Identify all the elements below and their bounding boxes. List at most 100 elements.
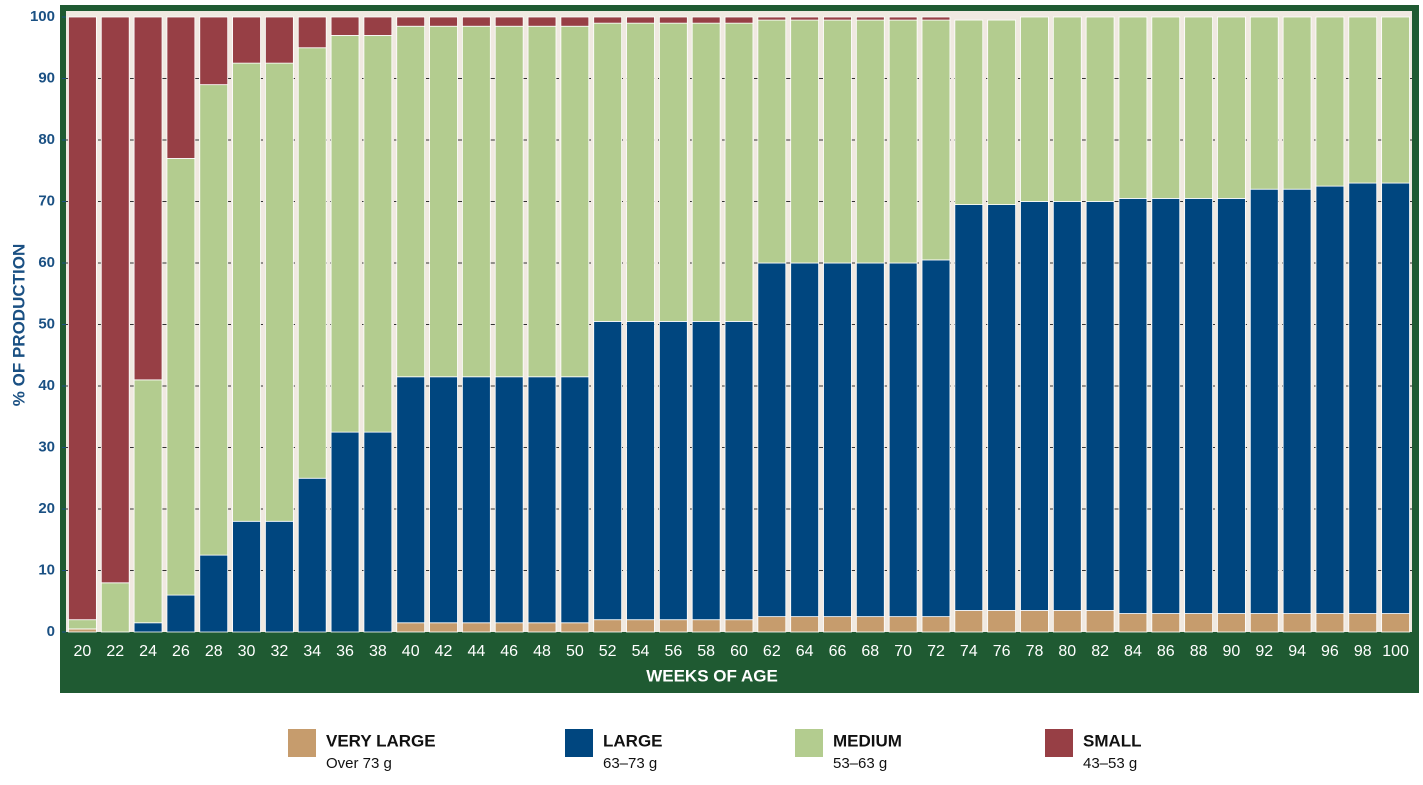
bar-segment	[888, 616, 918, 633]
bar-segment	[1085, 201, 1115, 611]
bar-segment	[1085, 610, 1115, 633]
bar-segment	[954, 610, 984, 633]
bar-segment	[462, 25, 491, 378]
bar-segment	[1151, 16, 1181, 199]
x-tick-label: 58	[697, 643, 715, 660]
bar-segment	[1118, 16, 1148, 199]
bar-segment	[265, 62, 294, 522]
x-tick-label: 54	[632, 643, 650, 660]
bar-segment	[560, 622, 590, 633]
x-tick-label: 34	[303, 643, 321, 660]
bar-segment	[1052, 610, 1082, 633]
x-tick-label: 28	[205, 643, 223, 660]
x-tick-label: 90	[1223, 643, 1241, 660]
bar-segment	[757, 616, 787, 633]
x-tick-label: 92	[1255, 643, 1273, 660]
legend-range: Over 73 g	[326, 755, 392, 772]
bar-segment	[462, 622, 491, 633]
legend-label: MEDIUM	[833, 731, 902, 750]
y-tick-label: 90	[38, 69, 55, 86]
x-tick-label: 84	[1124, 643, 1142, 660]
bar-segment	[166, 16, 196, 159]
bar-segment	[724, 619, 754, 633]
bar-segment	[790, 19, 820, 264]
bar-segment	[757, 262, 787, 618]
x-tick-label: 46	[500, 643, 518, 660]
bar-segment	[1217, 198, 1246, 614]
bar-segment	[1282, 16, 1312, 190]
bar-segment	[133, 379, 163, 624]
bar-segment	[658, 619, 688, 633]
bar-segment	[68, 16, 97, 621]
bar-segment	[954, 204, 984, 611]
x-tick-label: 62	[763, 643, 781, 660]
x-tick-label: 82	[1091, 643, 1109, 660]
bar-segment	[166, 594, 196, 633]
bar-segment	[1020, 201, 1049, 611]
bar-segment	[199, 16, 229, 86]
bar-segment	[691, 16, 721, 24]
bar-segment	[593, 321, 623, 621]
x-tick-label: 66	[829, 643, 847, 660]
y-tick-label: 70	[38, 192, 55, 209]
bar-segment	[757, 16, 787, 21]
bar-segment	[1184, 16, 1213, 199]
bar-segment	[855, 262, 885, 618]
bar-segment	[1020, 16, 1049, 202]
bar-segment	[987, 610, 1016, 633]
bar-segment	[560, 16, 590, 27]
y-tick-label: 40	[38, 377, 55, 394]
bar-segment	[265, 16, 294, 64]
bar-segment	[100, 16, 130, 584]
bar-segment	[494, 622, 524, 633]
bar-segment	[429, 25, 458, 378]
x-tick-label: 38	[369, 643, 387, 660]
bar-segment	[1184, 198, 1213, 614]
legend-range: 53–63 g	[833, 755, 887, 772]
bar-segment	[1348, 16, 1378, 184]
bar-segment	[691, 321, 721, 621]
bar-segment	[626, 22, 655, 322]
y-tick-label: 60	[38, 254, 55, 271]
bar-segment	[1348, 182, 1378, 614]
bar-segment	[429, 16, 458, 27]
bar-segment	[297, 47, 327, 479]
bar-segment	[593, 619, 623, 633]
bar-segment	[1151, 198, 1181, 614]
x-tick-label: 22	[106, 643, 124, 660]
bar-segment	[658, 22, 688, 322]
legend-swatch	[565, 729, 593, 757]
x-tick-label: 52	[599, 643, 617, 660]
x-tick-label: 100	[1382, 643, 1409, 660]
bar-segment	[527, 622, 557, 633]
bar-segment	[1217, 613, 1246, 633]
bar-segment	[1020, 610, 1049, 633]
bar-segment	[1052, 16, 1082, 202]
bar-segment	[954, 19, 984, 205]
bar-segment	[363, 431, 393, 633]
bar-segment	[1249, 16, 1279, 190]
bar-segment	[297, 477, 327, 633]
bar-segment	[658, 321, 688, 621]
x-tick-label: 56	[664, 643, 682, 660]
x-tick-label: 80	[1058, 643, 1076, 660]
bar-segment	[987, 204, 1016, 611]
bar-segment	[1381, 613, 1410, 633]
bar-segment	[626, 321, 655, 621]
bar-segment	[593, 16, 623, 24]
bar-segment	[790, 262, 820, 618]
bar-segment	[462, 376, 491, 624]
x-tick-label: 32	[270, 643, 288, 660]
bar-segment	[1118, 613, 1148, 633]
bar-segment	[1085, 16, 1115, 202]
legend-swatch	[795, 729, 823, 757]
x-tick-label: 74	[960, 643, 978, 660]
bar-segment	[790, 616, 820, 633]
x-tick-label: 50	[566, 643, 584, 660]
bar-segment	[1348, 613, 1378, 633]
bar-segment	[199, 554, 229, 633]
legend-swatch	[288, 729, 316, 757]
legend-label: SMALL	[1083, 731, 1142, 750]
bar-segment	[626, 619, 655, 633]
bar-segment	[1381, 182, 1410, 614]
